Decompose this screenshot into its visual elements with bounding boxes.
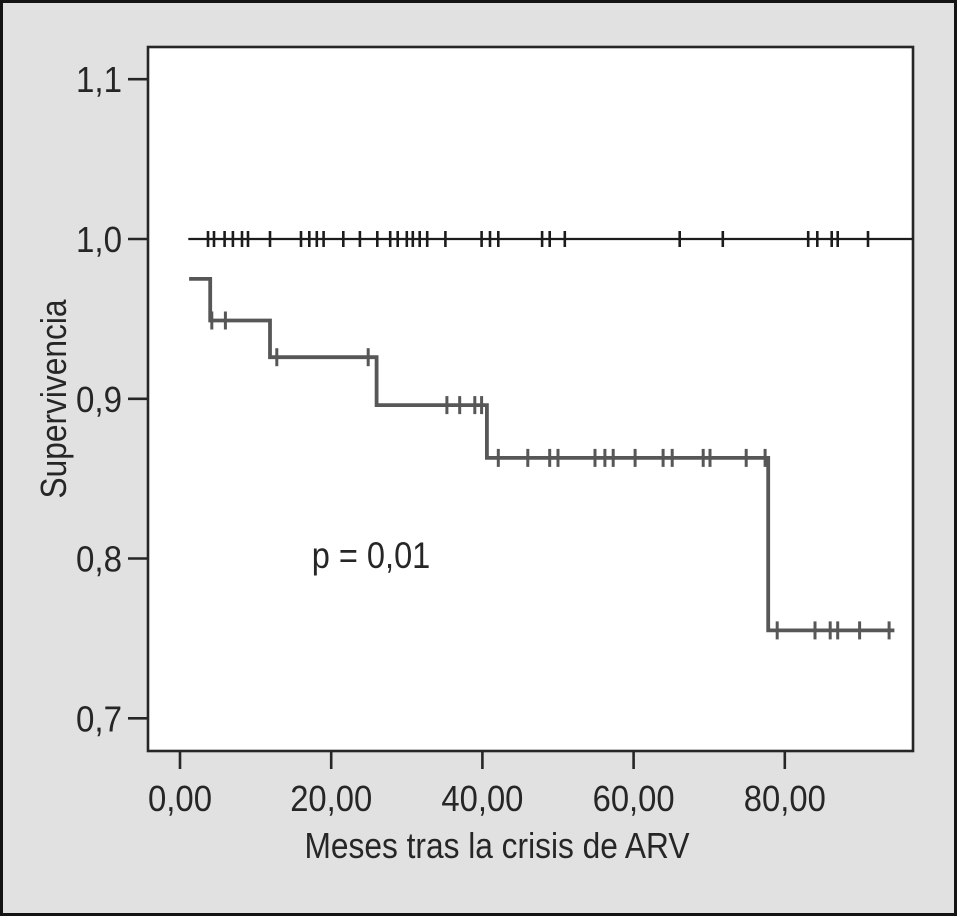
x-tick-label: 20,00: [290, 778, 372, 819]
x-tick-label: 40,00: [441, 778, 523, 819]
y-tick-label: 0,9: [76, 379, 122, 420]
plot-area: [146, 45, 915, 753]
x-tick-label: 0,00: [148, 778, 212, 819]
survival-step-curve: [189, 277, 895, 633]
km-chart: 1,1 1,0 0,9 0,8 0,7 0,00 20,00 40,00 60,00 80,00: [76, 45, 915, 819]
x-axis-label: Meses tras la crisis de ARV: [304, 825, 690, 866]
y-tick-label: 0,8: [76, 539, 122, 580]
p-value-annotation: p = 0,01: [311, 535, 431, 576]
y-tick-label: 0,7: [76, 698, 122, 739]
y-axis-label: Supervivencia: [33, 299, 74, 499]
y-tick-label: 1,0: [76, 219, 122, 260]
x-tick-label: 80,00: [744, 778, 826, 819]
x-tick-label: 60,00: [593, 778, 675, 819]
y-tick-label: 1,1: [76, 59, 122, 100]
